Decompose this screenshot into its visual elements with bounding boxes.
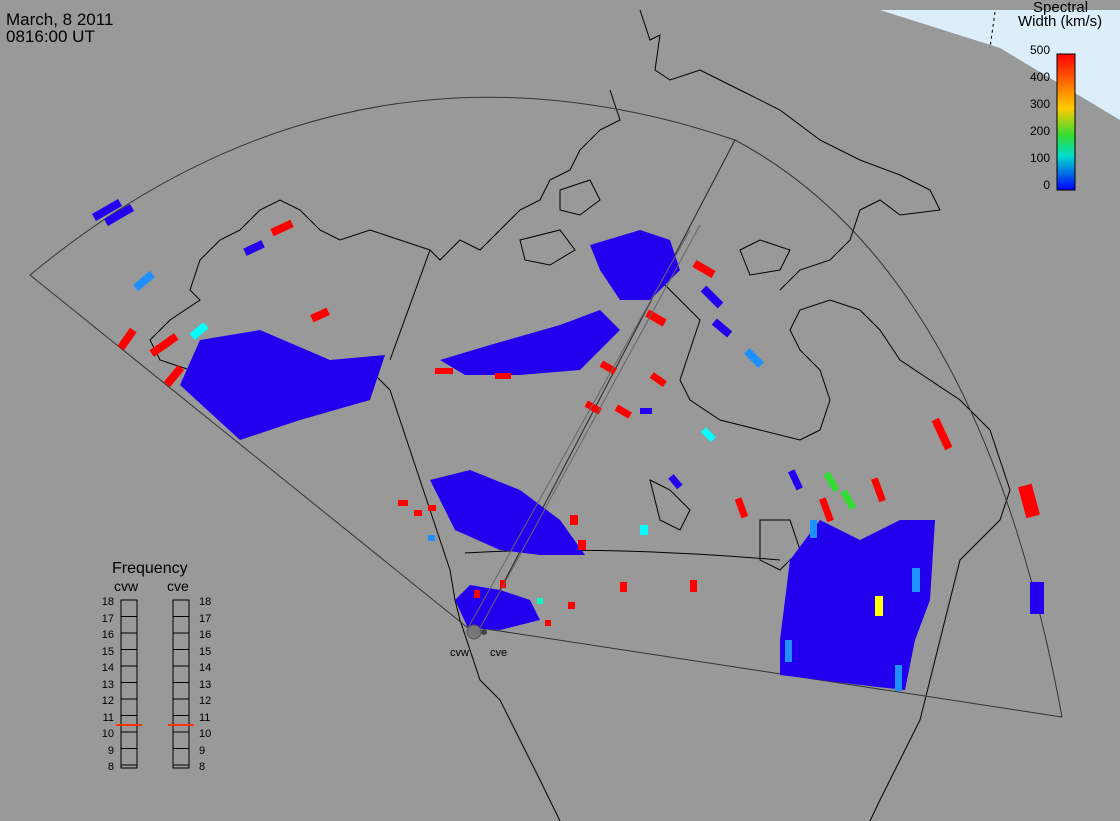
- frequency-radar-cve: cve: [167, 578, 189, 594]
- freq-tick-left: 8: [107, 761, 114, 773]
- freq-tick-right: 15: [199, 645, 212, 658]
- colorbar-gradient: [1056, 53, 1076, 191]
- ice-edge: [989, 11, 996, 49]
- radar-label-cve: cve: [490, 647, 508, 659]
- scatter-blue-extra: [92, 199, 803, 491]
- borders: [389, 249, 781, 561]
- freq-tick-right: 14: [199, 662, 212, 674]
- radar-label-cvw: cvw: [450, 647, 469, 659]
- radar-site-marker: [466, 624, 482, 640]
- freq-tick-right: 8: [199, 761, 206, 773]
- scatter-high-width: [117, 219, 1040, 691]
- freq-tick-left: 14: [101, 662, 114, 674]
- scatter-cve: [780, 520, 1044, 690]
- scatter-cvw: [180, 230, 680, 555]
- freq-bar-cve: [172, 599, 190, 769]
- freq-tick-right: 10: [199, 728, 212, 740]
- colorbar-tick-label: 100: [1029, 151, 1050, 165]
- field-of-view: [29, 96, 1063, 718]
- map-time: 0816:00 UT: [6, 27, 95, 46]
- frequency-panel-boxes: [120, 599, 190, 769]
- freq-tick-right: 18: [199, 596, 212, 608]
- frequency-radar-cvw: cvw: [114, 578, 139, 594]
- colorbar-tick-label: 0: [1043, 178, 1050, 192]
- freq-tick-right: 12: [199, 695, 212, 707]
- freq-tick-left: 13: [101, 678, 114, 691]
- freq-tick-left: 12: [101, 695, 114, 707]
- colorbar-title-line1: Spectral: [1033, 0, 1089, 16]
- freq-tick-right: 9: [199, 744, 206, 757]
- radar-site-dot: [481, 629, 487, 635]
- freq-tick-right: 11: [199, 711, 211, 724]
- freq-tick-right: 17: [199, 612, 212, 625]
- colorbar-title-line2: Width (km/s): [1018, 13, 1103, 30]
- freq-tick-left: 10: [101, 728, 114, 740]
- colorbar-tick-label: 200: [1029, 124, 1050, 138]
- colorbar-tick-label: 300: [1029, 97, 1050, 111]
- freq-tick-left: 11: [102, 711, 114, 724]
- freq-tick-left: 18: [101, 596, 114, 608]
- freq-tick-left: 17: [101, 612, 114, 625]
- ice-region: [880, 10, 1120, 120]
- colorbar: [1056, 53, 1076, 191]
- map-date: March, 8 2011: [6, 10, 114, 29]
- freq-tick-right: 13: [199, 678, 212, 691]
- colorbar-tick-label: 400: [1029, 70, 1050, 84]
- freq-bar-cvw: [120, 599, 138, 769]
- frequency-title: Frequency: [112, 560, 188, 577]
- beam-lines: [467, 224, 701, 629]
- freq-tick-left: 9: [107, 744, 114, 757]
- freq-tick-left: 15: [101, 645, 114, 658]
- freq-tick-left: 16: [101, 629, 114, 641]
- freq-tick-right: 16: [199, 629, 212, 641]
- colorbar-tick-label: 500: [1029, 43, 1050, 57]
